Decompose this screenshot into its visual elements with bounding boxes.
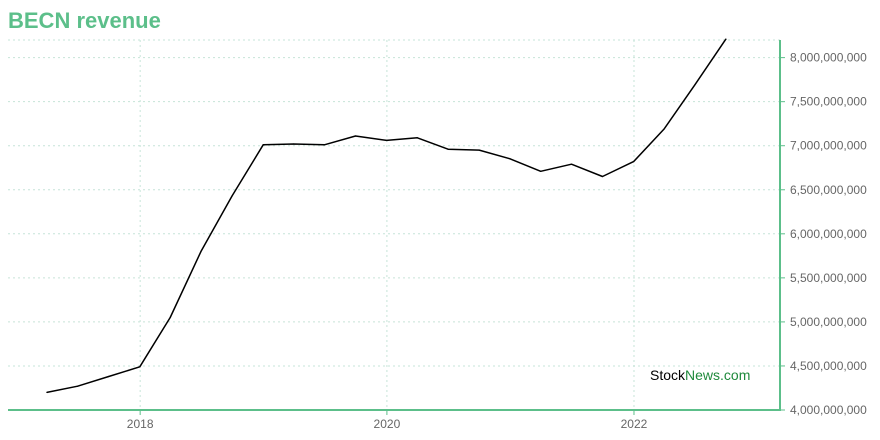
y-tick-label-3: 5,500,000,000	[790, 271, 867, 285]
data-point-2	[108, 375, 110, 378]
y-tick-label-2: 5,000,000,000	[790, 315, 867, 329]
data-point-18	[601, 175, 604, 178]
series-layer	[46, 38, 727, 394]
chart-title: BECN revenue	[8, 8, 161, 33]
data-point-22	[725, 38, 727, 40]
y-tick-label-1: 4,500,000,000	[790, 359, 867, 373]
y-tick-label-5: 6,500,000,000	[790, 183, 867, 197]
data-point-13	[447, 148, 449, 150]
data-point-12	[416, 137, 418, 139]
data-point-6	[231, 195, 233, 197]
data-point-21	[694, 84, 696, 86]
data-point-7	[262, 144, 264, 146]
data-point-11	[385, 139, 388, 142]
x-tick-labels: 2018 2020 2022	[127, 410, 648, 431]
data-point-17	[570, 163, 573, 165]
axes	[8, 40, 781, 411]
data-point-0	[46, 391, 48, 393]
data-point-1	[77, 385, 79, 387]
y-tick-label-0: 4,000,000,000	[790, 403, 867, 417]
data-point-9	[323, 144, 325, 146]
watermark-news: News	[685, 367, 720, 383]
x-tick-label-2: 2022	[621, 417, 648, 431]
x-tick-label-1: 2020	[374, 417, 401, 431]
data-point-14	[478, 149, 480, 151]
grid	[8, 39, 780, 410]
data-point-20	[663, 128, 665, 130]
y-tick-label-7: 7,500,000,000	[790, 95, 867, 109]
data-point-19	[633, 160, 635, 163]
watermark-com: .com	[720, 367, 750, 383]
data-point-4	[169, 316, 171, 319]
y-tick-label-6: 7,000,000,000	[790, 139, 867, 153]
data-point-8	[293, 143, 295, 145]
stocknews-watermark[interactable]: StockNews.com	[650, 367, 750, 383]
data-point-16	[540, 170, 542, 172]
data-point-3	[139, 366, 141, 368]
series-line-0	[46, 38, 727, 394]
data-point-10	[354, 135, 357, 137]
y-tick-labels: 4,000,000,000 4,500,000,000 5,000,000,000 5…	[780, 51, 867, 417]
data-point-15	[509, 158, 511, 160]
x-tick-label-0: 2018	[127, 417, 154, 431]
y-tick-label-8: 8,000,000,000	[790, 51, 867, 65]
data-point-5	[200, 250, 202, 253]
watermark-stock: Stock	[650, 367, 686, 383]
y-tick-label-4: 6,000,000,000	[790, 227, 867, 241]
